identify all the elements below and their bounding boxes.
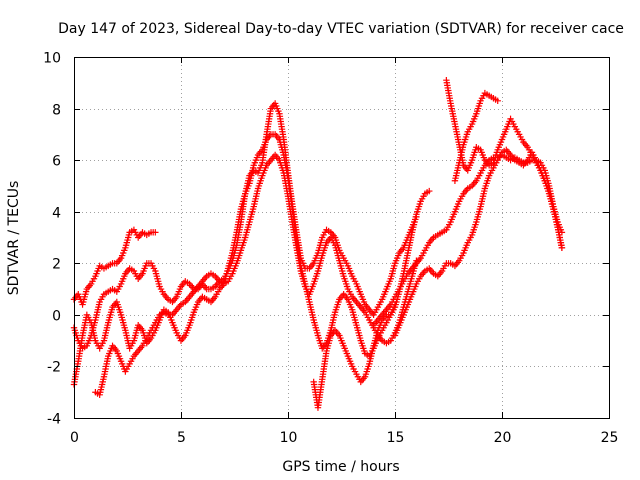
- x-axis-label: GPS time / hours: [282, 459, 399, 475]
- grid-lines: [74, 57, 609, 418]
- y-tick-label: 2: [52, 257, 61, 273]
- x-tick-label: 20: [494, 430, 512, 446]
- y-tick-label: -4: [47, 412, 61, 428]
- plot-frame: [74, 57, 610, 419]
- y-axis-ticks: -4 -2 0 2 4 6 8 10: [43, 51, 609, 428]
- y-tick-label: 8: [52, 103, 61, 119]
- y-axis-label: SDTVAR / TECUs: [6, 181, 22, 296]
- y-tick-label: -2: [47, 360, 61, 376]
- x-tick-label: 5: [177, 430, 186, 446]
- x-tick-label: 15: [387, 430, 405, 446]
- data-point: [152, 229, 159, 236]
- y-tick-label: 0: [52, 309, 61, 325]
- x-tick-label: 0: [70, 430, 79, 446]
- data-point: [494, 97, 501, 105]
- y-tick-label: 4: [52, 206, 61, 222]
- y-tick-label: 10: [43, 51, 61, 67]
- y-tick-label: 6: [52, 154, 61, 170]
- x-tick-label: 25: [601, 430, 619, 446]
- data-point: [558, 244, 566, 252]
- data-points: [70, 77, 566, 411]
- x-axis-ticks: 0 5 10 15 20 25: [70, 57, 618, 446]
- x-tick-label: 10: [280, 430, 298, 446]
- chart-title: Day 147 of 2023, Sidereal Day-to-day VTE…: [58, 21, 624, 37]
- data-point: [426, 187, 433, 195]
